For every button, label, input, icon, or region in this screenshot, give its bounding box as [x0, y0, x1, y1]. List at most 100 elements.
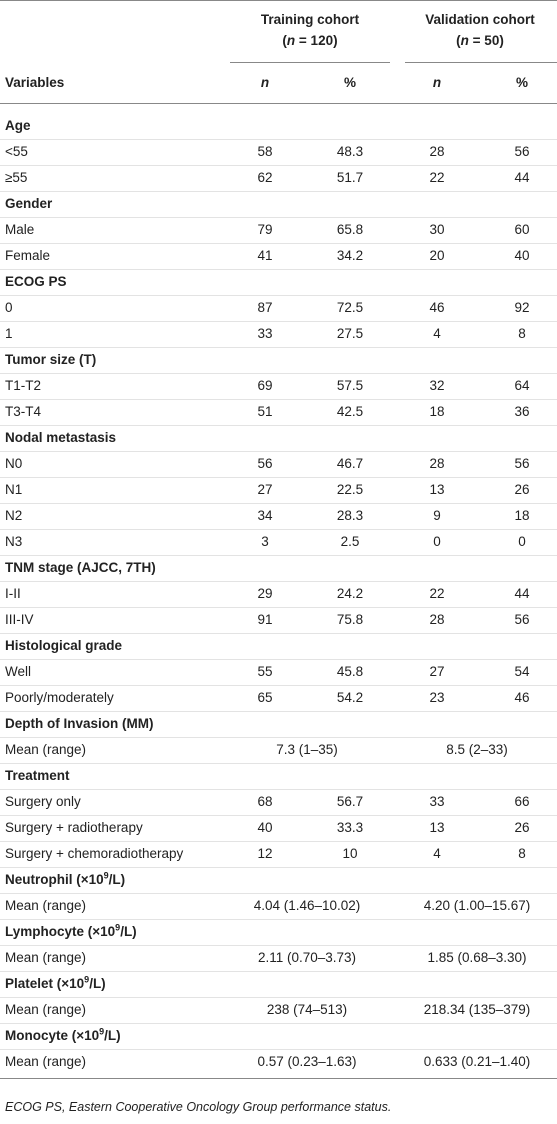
cell: 238 (74–513) — [266, 1002, 348, 1017]
cell: 75.8 — [336, 612, 364, 627]
cell: 44 — [514, 170, 530, 185]
cell: 36 — [514, 404, 530, 419]
row-separator — [0, 685, 557, 686]
row-separator — [0, 399, 557, 400]
cell: 46 — [514, 690, 530, 705]
row-separator — [0, 425, 557, 426]
cell: 46 — [429, 300, 445, 315]
cell: 32 — [429, 378, 445, 393]
group-label-part: Lymphocyte (×10 — [5, 924, 116, 939]
row-separator — [0, 529, 557, 530]
cell: 28 — [429, 612, 445, 627]
row-separator — [0, 763, 557, 764]
group-label: Age — [5, 118, 31, 134]
group-label: Tumor size (T) — [5, 352, 96, 368]
row-label: Mean (range) — [5, 898, 87, 913]
cell: 87 — [257, 300, 273, 315]
cell: 65 — [257, 690, 273, 705]
cell: 22 — [429, 586, 445, 601]
row-label: Poorly/moderately — [5, 690, 114, 705]
row-separator — [0, 711, 557, 712]
rule — [405, 62, 557, 63]
cell: 33.3 — [336, 820, 364, 835]
cell: 56.7 — [336, 794, 364, 809]
row-label: I-II — [5, 586, 21, 601]
cell: 3 — [261, 534, 269, 549]
cohort-size-part: n — [286, 33, 296, 48]
cell: 57.5 — [336, 378, 364, 393]
row-separator — [0, 165, 557, 166]
row-separator — [0, 191, 557, 192]
cell: 4 — [433, 846, 441, 861]
cell: 28 — [429, 456, 445, 471]
rule — [230, 62, 390, 63]
row-separator — [0, 295, 557, 296]
row-separator — [0, 217, 557, 218]
group-label-part: TNM stage (AJCC, 7TH) — [5, 560, 156, 575]
cell: 56 — [514, 612, 530, 627]
row-label: N1 — [5, 482, 23, 497]
cell: 55 — [257, 664, 273, 679]
row-separator — [0, 1023, 557, 1024]
cell: 29 — [257, 586, 273, 601]
cell: 20 — [429, 248, 445, 263]
group-label-part: 9 — [84, 974, 90, 985]
row-label: 0 — [5, 300, 13, 315]
cell: 2.11 (0.70–3.73) — [257, 950, 357, 965]
cohort-name: Validation cohort — [425, 12, 535, 27]
row-label: ≥55 — [5, 170, 28, 185]
footnote: ECOG PS, Eastern Cooperative Oncology Gr… — [5, 1100, 392, 1114]
column-header: % — [343, 75, 357, 90]
column-header: n — [260, 75, 270, 90]
row-separator — [0, 555, 557, 556]
group-label-part: /L) — [104, 1028, 121, 1043]
row-separator — [0, 321, 557, 322]
cell: 2.5 — [340, 534, 360, 549]
rule — [0, 1078, 557, 1079]
cohort-name: Training cohort — [260, 12, 360, 27]
group-label: Platelet (×109/L) — [5, 974, 106, 992]
group-label: Monocyte (×109/L) — [5, 1027, 121, 1044]
row-separator — [0, 581, 557, 582]
cell: 41 — [257, 248, 273, 263]
cell: 4.04 (1.46–10.02) — [253, 898, 361, 913]
group-label-part: Depth of Invasion (MM) — [5, 716, 154, 731]
row-label: T3-T4 — [5, 404, 42, 419]
cohort-size-part: ( — [456, 33, 461, 48]
cell: 18 — [429, 404, 445, 419]
group-label-part: /L) — [89, 976, 106, 991]
cell: 69 — [257, 378, 273, 393]
cohort-size-part: n — [460, 33, 469, 48]
cell: 4 — [433, 326, 441, 341]
row-label: Surgery only — [5, 794, 81, 809]
cell: 0 — [433, 534, 441, 549]
group-label: Depth of Invasion (MM) — [5, 716, 154, 732]
cell: 45.8 — [336, 664, 364, 679]
group-label-part: Monocyte (×10 — [5, 1028, 100, 1043]
cell: 12 — [257, 846, 273, 861]
cell: 72.5 — [336, 300, 364, 315]
cell: 33 — [429, 794, 445, 809]
cell: 40 — [514, 248, 530, 263]
cell: 64 — [514, 378, 530, 393]
cell: 0.57 (0.23–1.63) — [257, 1054, 357, 1069]
cell: 23 — [429, 690, 445, 705]
cell: 40 — [257, 820, 273, 835]
cell: 56 — [257, 456, 273, 471]
cell: 56 — [514, 456, 530, 471]
column-header: % — [515, 75, 529, 90]
cell: 42.5 — [336, 404, 364, 419]
row-separator — [0, 607, 557, 608]
group-label: Treatment — [5, 768, 70, 784]
cell: 8 — [518, 326, 526, 341]
cell: 24.2 — [336, 586, 364, 601]
cell: 48.3 — [336, 144, 364, 159]
cell: 18 — [514, 508, 530, 523]
cell: 27 — [257, 482, 273, 497]
cell: 92 — [514, 300, 530, 315]
cell: 10 — [342, 846, 358, 861]
group-label: Lymphocyte (×109/L) — [5, 923, 137, 940]
cell: 30 — [429, 222, 445, 237]
row-label: Well — [5, 664, 32, 679]
